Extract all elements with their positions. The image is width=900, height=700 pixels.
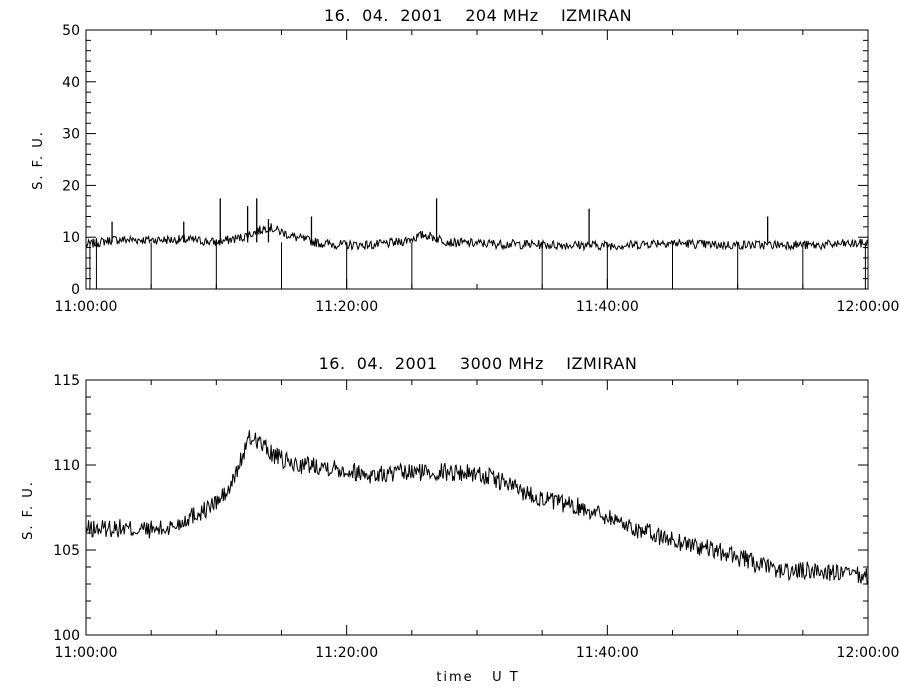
x-tick-label: 11:40:00 — [576, 645, 639, 661]
y-tick-labels-204mhz: 0 10 20 30 40 50 — [62, 23, 80, 298]
x-tick-label: 11:00:00 — [55, 299, 118, 315]
x-tick-label: 12:00:00 — [837, 299, 900, 315]
series-line-3000mhz — [85, 430, 869, 586]
y-tick-label: 50 — [62, 23, 80, 39]
y-axis-label-204mhz: S. F. U. — [31, 130, 46, 190]
y-axis-label-3000mhz: S. F. U. — [21, 480, 36, 540]
y-tick-label: 30 — [62, 127, 80, 143]
series-line-204mhz — [85, 223, 869, 252]
y-tick-label: 110 — [53, 458, 80, 474]
y-tick-label: 0 — [71, 282, 80, 298]
x-tick-label: 11:00:00 — [55, 645, 118, 661]
panel-204mhz: 16. 04. 2001 204 MHz IZMIRAN 0 10 20 30 40 50… — [31, 6, 899, 315]
y-tick-label: 100 — [53, 628, 80, 644]
y-tick-label: 40 — [62, 75, 80, 91]
x-tick-label: 11:20:00 — [315, 299, 378, 315]
x-tick-label: 11:20:00 — [315, 645, 378, 661]
y-tick-label: 115 — [53, 373, 80, 389]
y-tick-labels-3000mhz: 100 105 110 115 — [53, 373, 80, 644]
chart-title-3000mhz: 16. 04. 2001 3000 MHz IZMIRAN — [319, 354, 638, 373]
y-tick-label: 105 — [53, 543, 80, 559]
x-tick-labels-204mhz: 11:00:00 11:20:00 11:40:00 12:00:00 — [55, 299, 900, 315]
axis-ticks-204mhz — [85, 29, 869, 290]
x-axis-label-3000mhz: time U T — [436, 670, 519, 685]
x-tick-label: 11:40:00 — [576, 299, 639, 315]
x-tick-labels-3000mhz: 11:00:00 11:20:00 11:40:00 12:00:00 — [55, 645, 900, 661]
x-tick-label: 12:00:00 — [837, 645, 900, 661]
spikes-204mhz — [85, 198, 866, 289]
plot-frame-204mhz — [85, 29, 869, 290]
panel-3000mhz: 16. 04. 2001 3000 MHz IZMIRAN 1001051101… — [21, 354, 899, 685]
y-tick-label: 10 — [62, 230, 80, 246]
chart-title-204mhz: 16. 04. 2001 204 MHz IZMIRAN — [324, 6, 632, 25]
y-tick-label: 20 — [62, 178, 80, 194]
